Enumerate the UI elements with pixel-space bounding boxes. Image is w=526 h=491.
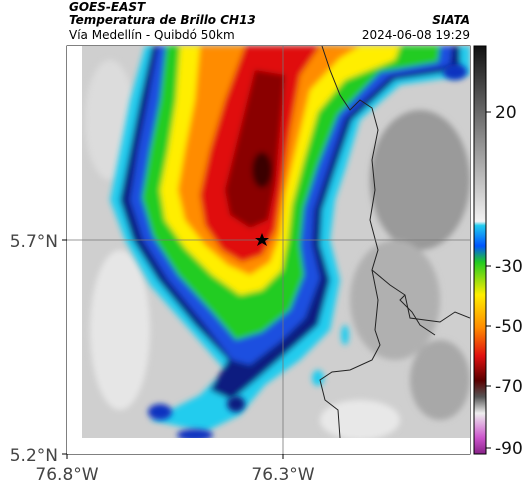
route-label: Vía Medellín - Quibdó 50km — [69, 28, 235, 42]
lon-tick-label: 76.3°W — [251, 465, 314, 485]
coldest-core — [252, 152, 272, 188]
brightness-temperature-field — [67, 46, 470, 454]
department-boundary — [321, 46, 470, 323]
colorbar-tick-label: -50 — [495, 317, 523, 337]
organization-label: SIATA — [432, 13, 470, 27]
lat-tick-label: 5.2°N — [10, 446, 58, 466]
lon-tick-label: 76.8°W — [35, 465, 98, 485]
dark-red-core — [225, 70, 285, 228]
colorbar-tick-label: 20 — [495, 103, 517, 123]
colorbar — [473, 45, 487, 455]
lat-tick-label: 5.7°N — [10, 232, 58, 252]
municipal-boundary — [319, 269, 381, 439]
municipal-boundary-2 — [399, 294, 436, 336]
satellite-title: GOES-EAST — [69, 0, 146, 14]
timestamp-label: 2024-06-08 19:29 — [361, 28, 470, 42]
star-icon — [255, 233, 269, 246]
colorbar-tick-label: -70 — [495, 377, 523, 397]
colorbar-tick-label: -90 — [495, 439, 523, 459]
colorbar-ticks — [486, 111, 491, 449]
product-title: Temperatura de Brillo CH13 — [69, 13, 256, 27]
colorbar-tick-label: -30 — [495, 257, 523, 277]
